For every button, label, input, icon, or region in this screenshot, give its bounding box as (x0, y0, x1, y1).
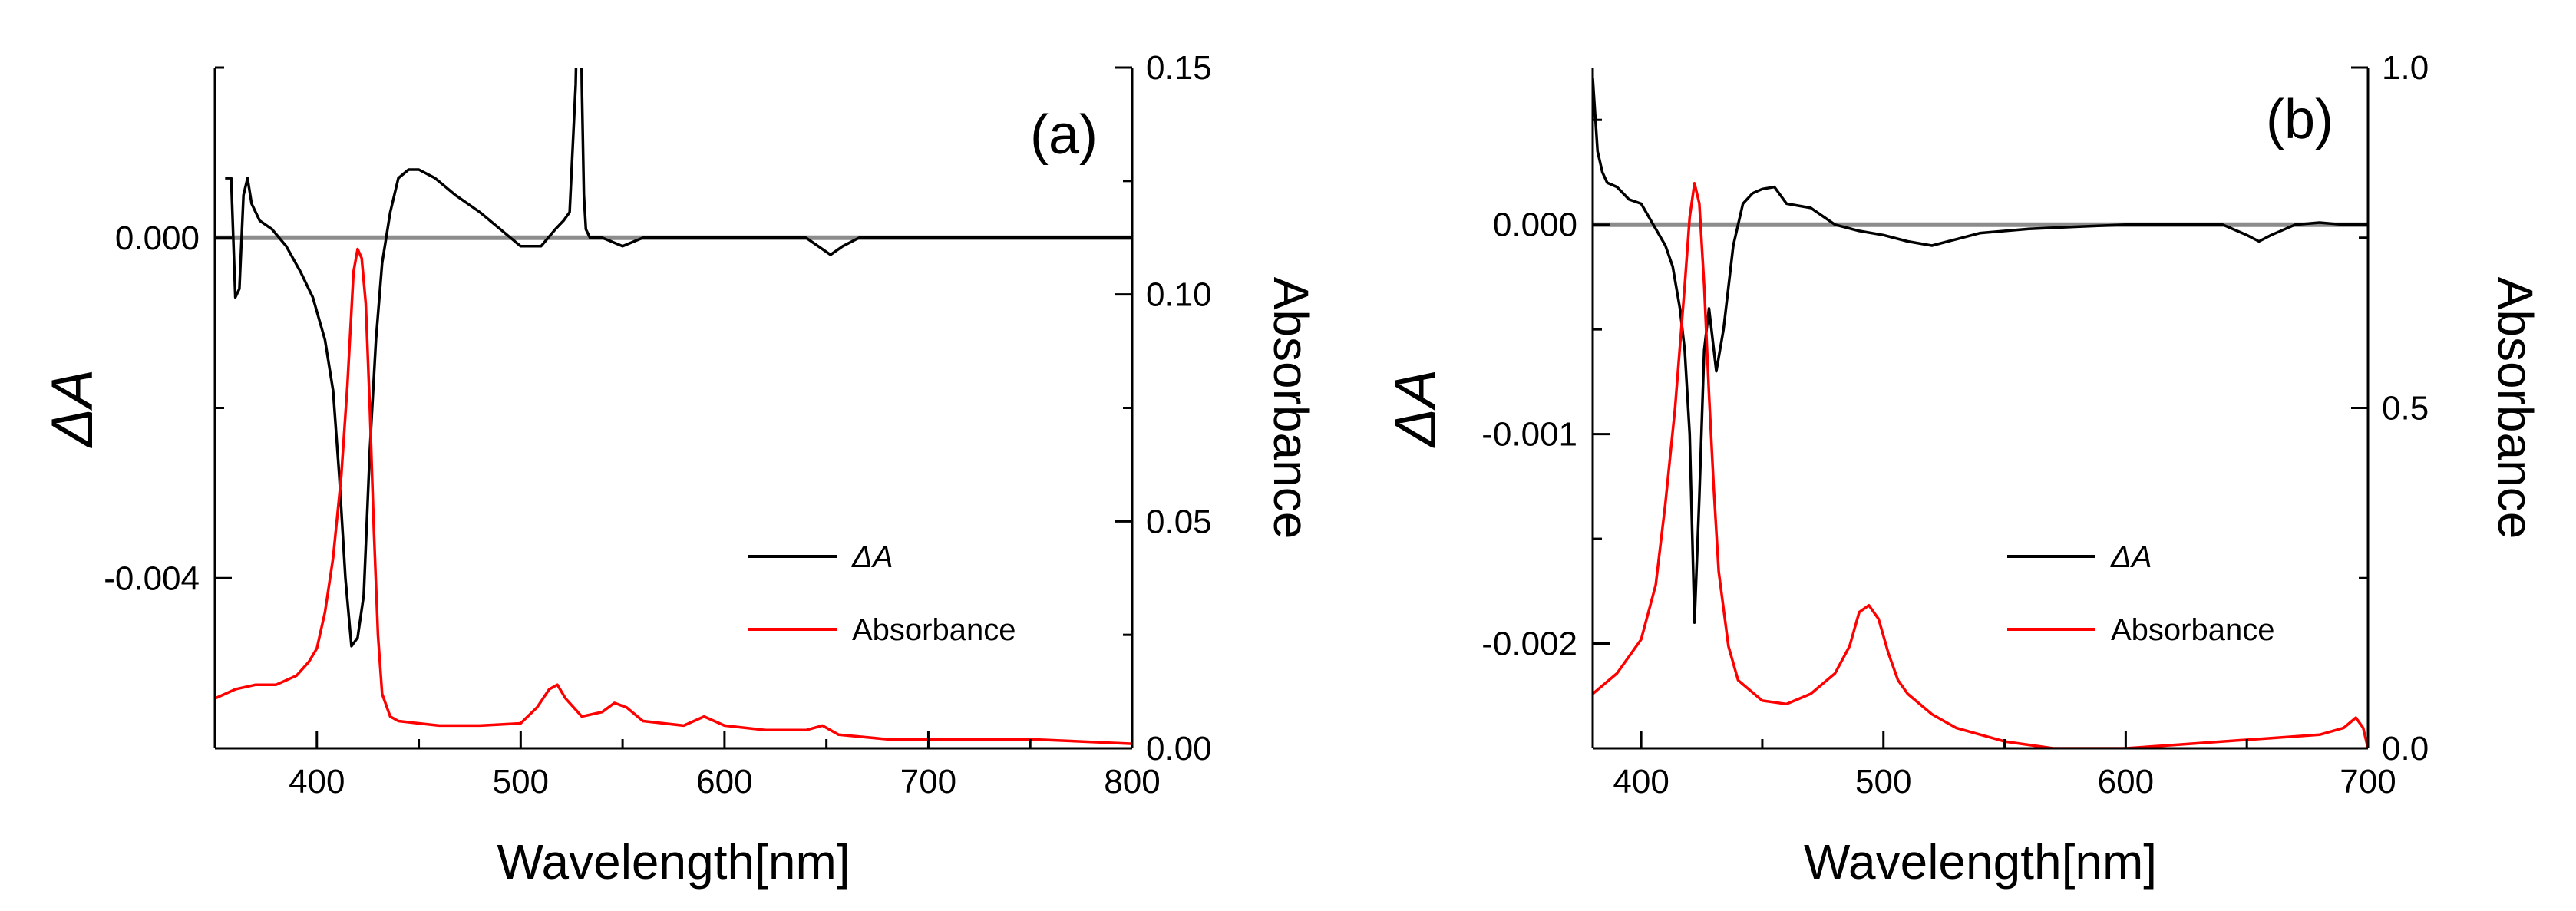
y-tick-label: -0.001 (1481, 416, 1577, 454)
y2-tick-label: 0.10 (1146, 276, 1212, 314)
y2-tick-label: 0.05 (1146, 503, 1212, 540)
x-tick-label: 500 (1855, 763, 1911, 800)
y-tick-label: -0.004 (104, 559, 200, 597)
y2-tick-label: 0.5 (2382, 390, 2429, 427)
panel-label: (a) (1030, 104, 1098, 166)
series-line-delta-a (225, 68, 1132, 648)
legend-label: ΔA (2110, 540, 2152, 574)
series-line-delta-a (1593, 78, 2368, 624)
y2-axis-title: Absorbance (2488, 277, 2543, 540)
legend-label: ΔA (851, 540, 893, 574)
x-axis-title: Wavelength[nm] (1804, 834, 2157, 890)
legend-label: Absorbance (2111, 613, 2274, 647)
legend-label: Absorbance (852, 613, 1016, 647)
x-tick-label: 600 (2098, 763, 2154, 800)
panel-a: 400 500 600 700 800 0.000 -0.004 0.00 0.05 0.10 0.… (40, 49, 1319, 890)
x-tick-label: 700 (2340, 763, 2396, 800)
series-line-absorbance (1593, 182, 2368, 748)
y2-tick-label: 0.00 (1146, 730, 1212, 767)
x-tick-label: 400 (289, 763, 345, 800)
y-tick-label: 0.000 (115, 219, 200, 257)
y2-axis-title: Absorbance (1263, 277, 1319, 540)
x-axis-title: Wavelength[nm] (497, 834, 850, 890)
y-axis-title: ΔA (1383, 369, 1448, 449)
x-tick-label: 800 (1104, 763, 1160, 800)
x-tick-label: 700 (900, 763, 956, 800)
panel-label: (b) (2266, 89, 2333, 150)
x-tick-label: 400 (1613, 763, 1669, 800)
y2-tick-label: 0.15 (1146, 49, 1212, 87)
x-tick-label: 500 (493, 763, 549, 800)
series-line-absorbance (215, 247, 1132, 745)
panel-b: 400 500 600 700 0.000 -0.001 -0.002 0.0 0.5 1.0 Wa… (1383, 49, 2543, 890)
y-axis-title: ΔA (40, 369, 105, 449)
y-tick-label: 0.000 (1493, 206, 1577, 244)
y2-tick-label: 0.0 (2382, 730, 2429, 767)
y2-tick-label: 1.0 (2382, 49, 2429, 87)
y-tick-label: -0.002 (1481, 625, 1577, 663)
x-tick-label: 600 (696, 763, 752, 800)
